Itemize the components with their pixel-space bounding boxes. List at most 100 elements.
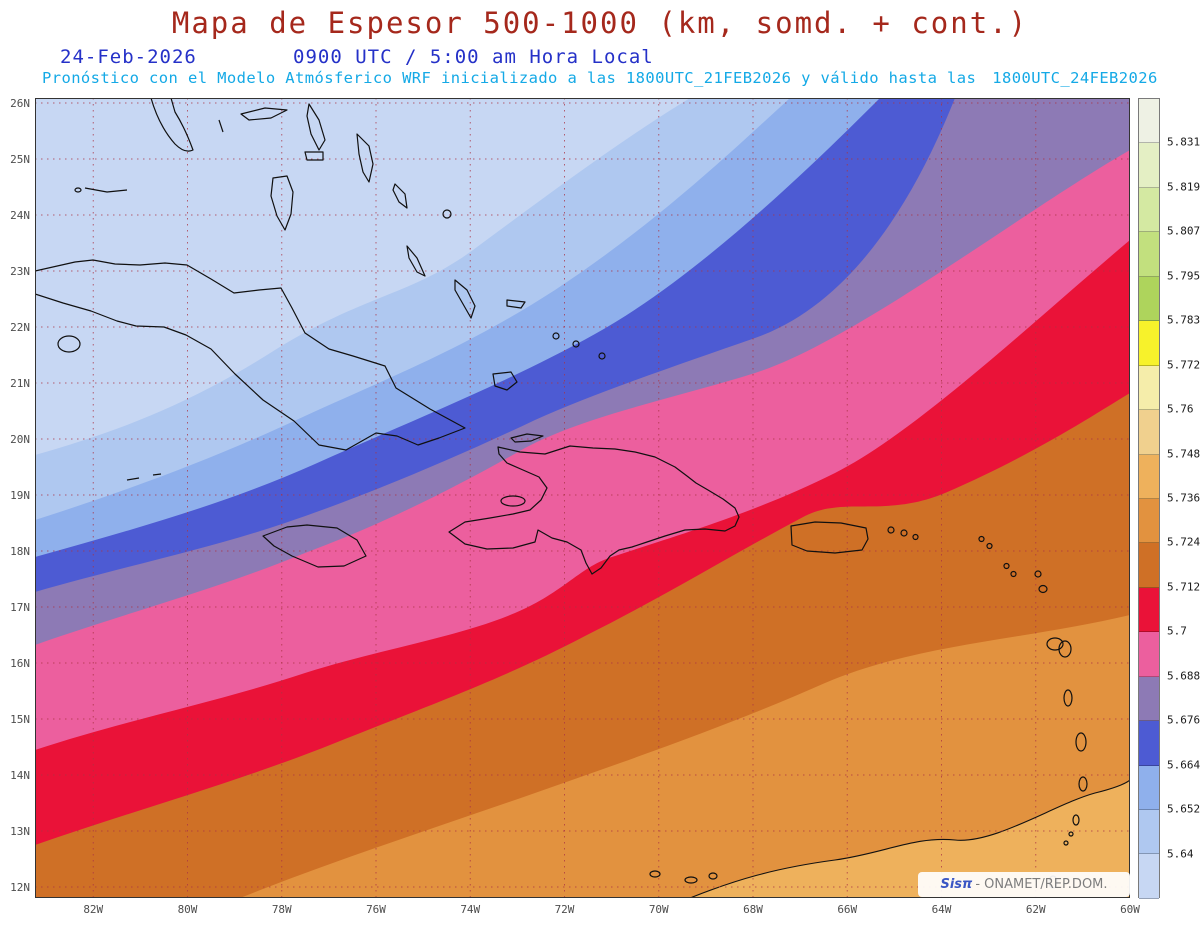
map-svg [35, 98, 1130, 898]
forecast-valid-until: 1800UTC_24FEB2026 [992, 69, 1158, 87]
lon-label: 78W [271, 903, 292, 916]
map-frame [35, 98, 1130, 898]
lat-label: 22N [10, 321, 30, 334]
colorbar-segment [1139, 854, 1159, 899]
coastline [552, 332, 560, 340]
contour-line [689, 779, 1130, 898]
lon-label: 76W [366, 903, 386, 916]
watermark-text: - ONAMET/REP.DOM. [975, 877, 1108, 892]
lon-label: 60W [1120, 903, 1140, 916]
lon-label: 82W [83, 903, 104, 916]
thickness-band [240, 615, 1130, 898]
colorbar-label: 5.783 [1167, 313, 1200, 327]
coastline [74, 187, 82, 193]
lon-label: 74W [460, 903, 481, 916]
coastline [1063, 689, 1073, 707]
colorbar-label: 5.712 [1167, 580, 1200, 594]
colorbar-segment [1139, 765, 1159, 810]
thickness-band [690, 780, 1130, 898]
coastline [454, 279, 476, 319]
watermark: Sisπ - ONAMET/REP.DOM. [918, 872, 1130, 897]
colorbar-segment [1139, 410, 1159, 455]
colorbar-segment [1139, 365, 1159, 411]
lat-label: 12N [10, 881, 30, 894]
coastline [152, 473, 162, 476]
lat-label: 13N [10, 825, 30, 838]
coastline [1068, 831, 1074, 837]
colorbar-label: 5.664 [1167, 758, 1200, 772]
coastline [304, 151, 324, 161]
colorbar [1138, 98, 1160, 899]
lat-label: 26N [10, 97, 30, 110]
coastline [986, 542, 993, 550]
colorbar-segment [1139, 99, 1159, 144]
coastline [1072, 814, 1080, 826]
lat-label: 17N [10, 601, 30, 614]
colorbar-label: 5.7 [1167, 624, 1187, 638]
lat-label: 16N [10, 657, 30, 670]
lon-label: 64W [931, 903, 952, 916]
coastline [218, 119, 224, 133]
coastline [1034, 570, 1042, 578]
coastline [240, 107, 288, 121]
coastline [790, 521, 869, 554]
datetime-line: 24-Feb-2026 0900 UTC / 5:00 am Hora Loca… [0, 46, 1200, 68]
lat-label: 20N [10, 433, 30, 446]
watermark-brand: Sisπ [940, 877, 973, 892]
lat-label: 19N [10, 489, 30, 502]
coastline [1058, 640, 1072, 658]
coastline [649, 870, 661, 878]
forecast-text: Pronóstico con el Modelo Atmósferico WRF… [42, 69, 977, 87]
colorbar-label: 5.736 [1167, 491, 1200, 505]
coastline [356, 133, 374, 183]
coastline [448, 445, 740, 575]
coastline [978, 535, 985, 543]
coastline [262, 524, 367, 568]
colorbar-label: 5.676 [1167, 713, 1200, 727]
coastline [510, 433, 544, 443]
lon-label: 68W [743, 903, 763, 916]
colorbar-label: 5.652 [1167, 802, 1200, 816]
coastline [572, 340, 580, 348]
coastline [270, 175, 294, 231]
colorbar-segment [1139, 810, 1159, 855]
coastline [126, 477, 140, 481]
lon-label: 70W [648, 903, 669, 916]
colorbar-segment [1139, 232, 1159, 277]
colorbar-segment [1139, 676, 1159, 722]
coastline [900, 529, 908, 537]
coastline [84, 187, 128, 193]
colorbar-segment [1139, 543, 1159, 588]
colorbar-segment [1139, 498, 1159, 544]
colorbar-segment [1139, 187, 1159, 233]
coastline [506, 299, 526, 309]
valid-time: 0900 UTC / 5:00 am Hora Local [293, 46, 654, 68]
lat-label: 14N [10, 769, 30, 782]
coastline [1038, 584, 1048, 594]
colorbar-segment [1139, 454, 1159, 499]
lat-label: 21N [10, 377, 30, 390]
colorbar-segment [1139, 321, 1159, 366]
coastline [598, 352, 606, 360]
colorbar-label: 5.748 [1167, 447, 1200, 461]
colorbar-label: 5.819 [1167, 180, 1200, 194]
coastline [684, 876, 698, 884]
lat-label: 24N [10, 209, 30, 222]
colorbar-label: 5.688 [1167, 669, 1200, 683]
coastline [492, 371, 518, 391]
coastline [392, 183, 408, 209]
colorbar-label: 5.807 [1167, 224, 1200, 238]
colorbar-label: 5.64 [1167, 847, 1194, 861]
coastline [1003, 562, 1010, 570]
coastline [912, 533, 919, 541]
colorbar-segment [1139, 276, 1159, 322]
coastline [306, 103, 326, 151]
map-canvas [35, 98, 1130, 898]
coastline [1075, 732, 1087, 752]
coastline [1046, 637, 1064, 651]
coastline [150, 98, 194, 152]
coastline [500, 495, 526, 507]
colorbar-label: 5.772 [1167, 358, 1200, 372]
colorbar-label: 5.76 [1167, 402, 1194, 416]
